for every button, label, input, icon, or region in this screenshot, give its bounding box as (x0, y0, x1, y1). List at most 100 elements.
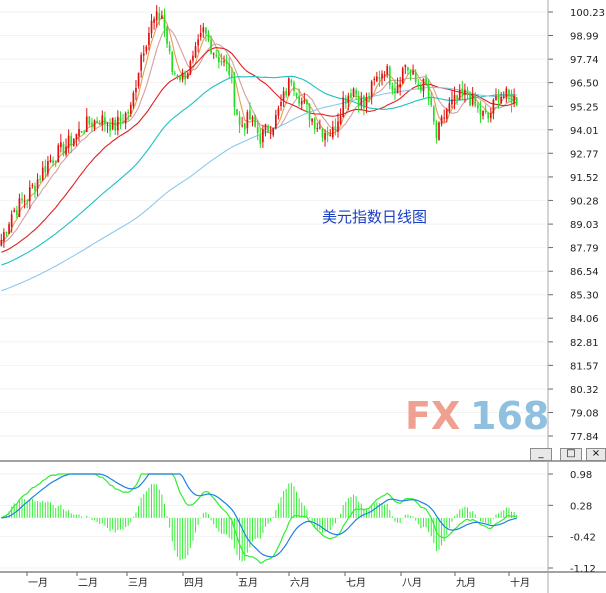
main-panel-grid (0, 11, 548, 437)
price-tick-label: 98.99 (570, 31, 599, 42)
candle-body (352, 88, 355, 97)
candle-body (394, 88, 396, 94)
candle-body (484, 109, 487, 112)
candle-body (293, 82, 295, 91)
macd-tick-label: 0.98 (570, 470, 592, 481)
candle-body (427, 83, 430, 100)
candle-body (365, 97, 368, 107)
candle-body (316, 128, 319, 130)
candle-body (287, 78, 290, 96)
candle-body (344, 97, 347, 104)
candle-body (324, 132, 326, 140)
candle-body (430, 97, 433, 106)
candle-body (62, 143, 65, 155)
candle-body (31, 185, 34, 187)
ma-line-10 (1, 28, 517, 245)
candle-body (41, 167, 44, 180)
candle-body (443, 117, 446, 119)
candle-body (259, 135, 262, 144)
candle-body (251, 117, 254, 120)
restore-button[interactable]: □ (560, 448, 582, 461)
candle-body (194, 46, 197, 58)
price-tick-label: 85.30 (570, 291, 599, 302)
candle-body (184, 71, 187, 80)
candle-body (254, 115, 256, 127)
candle-body (331, 126, 334, 138)
price-tick-label: 81.57 (570, 361, 599, 372)
candle-body (238, 116, 241, 125)
candle-body (420, 86, 422, 92)
candle-body (117, 116, 119, 131)
candle-body (295, 92, 298, 97)
candle-body (308, 103, 311, 121)
minimize-button[interactable]: _ (530, 448, 552, 461)
candle-body (267, 125, 269, 133)
candle-body (3, 232, 5, 242)
price-tick-label: 82.81 (570, 338, 599, 349)
price-tick-label: 94.01 (570, 126, 599, 137)
candle-body (342, 97, 345, 118)
candle-body (186, 73, 189, 79)
candle-body (212, 53, 215, 55)
candle-body (140, 55, 142, 71)
candle-body (168, 44, 171, 52)
candle-body (210, 39, 212, 54)
candle-body (458, 89, 461, 100)
candle-body (505, 88, 508, 97)
candle-body (65, 146, 67, 155)
candle-body (282, 91, 285, 101)
candle-body (101, 115, 104, 126)
candle-body (44, 166, 47, 173)
candle-body (508, 89, 510, 96)
candle-body (376, 76, 378, 82)
candle-body (171, 51, 174, 73)
price-tick-label: 77.84 (570, 432, 599, 443)
candle-body (357, 96, 360, 107)
candle-body (119, 117, 122, 122)
candle-body (243, 123, 246, 130)
candle-body (93, 120, 96, 129)
candle-body (401, 68, 404, 84)
candle-body (233, 77, 236, 108)
candle-body (337, 121, 339, 132)
candle-body (21, 198, 23, 201)
candle-body (150, 20, 153, 34)
candle-body (381, 73, 383, 79)
candle-body (262, 129, 264, 143)
candle-body (264, 124, 267, 131)
candle-body (280, 101, 282, 107)
price-tick-label: 87.79 (570, 244, 599, 255)
price-tick-label: 97.74 (570, 55, 599, 66)
close-button[interactable]: × (586, 448, 606, 461)
price-axis-labels: 100.23 98.99 97.74 96.50 95.25 94.01 92.77 91.5… (548, 8, 605, 443)
candle-body (88, 116, 91, 125)
candle-body (132, 92, 135, 107)
candle-body (469, 93, 471, 106)
candle-body (404, 64, 407, 68)
candle-body (96, 120, 98, 123)
candle-body (98, 124, 101, 126)
candlesticks (0, 5, 518, 248)
price-tick-label: 91.52 (570, 173, 599, 184)
candle-body (407, 67, 409, 71)
candle-body (350, 93, 352, 98)
candle-body (5, 232, 8, 234)
candle-body (274, 115, 277, 129)
candle-body (181, 72, 184, 80)
candle-body (388, 66, 391, 86)
candle-body (409, 71, 412, 73)
candle-body (370, 81, 373, 98)
candle-body (111, 117, 114, 130)
candle-body (161, 15, 163, 19)
candle-body (500, 97, 503, 104)
candle-body (67, 135, 70, 148)
candle-body (438, 122, 440, 141)
candle-body (114, 119, 117, 131)
candle-body (363, 95, 365, 109)
candle-body (173, 72, 176, 74)
price-tick-label: 79.08 (570, 409, 599, 420)
candle-body (189, 61, 192, 75)
candle-body (205, 28, 207, 34)
candle-body (47, 161, 49, 174)
candle-body (445, 109, 448, 119)
